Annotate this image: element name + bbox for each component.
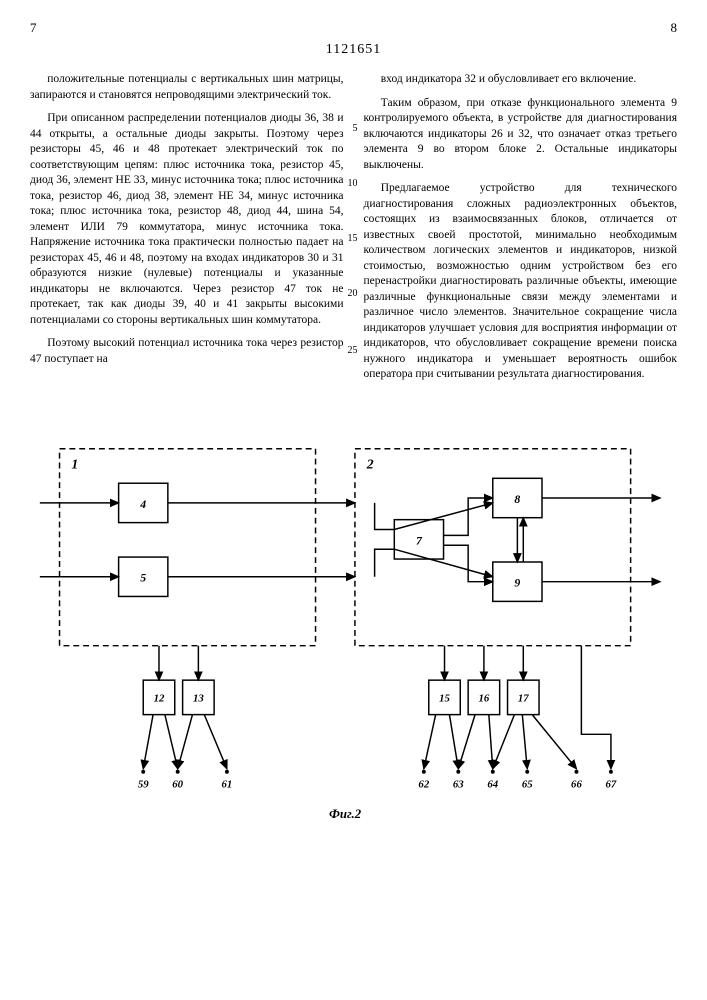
- left-p2: При описанном распределении потенциалов …: [30, 111, 344, 328]
- svg-text:16: 16: [478, 692, 489, 704]
- left-p1: положительные потенциалы с вертикальных …: [30, 72, 344, 103]
- header-row: 7 8: [30, 20, 677, 36]
- left-p3: Поэтому высокий потенциал источника тока…: [30, 336, 344, 367]
- right-column: вход индикатора 32 и обусловливает его в…: [364, 72, 678, 391]
- svg-text:1: 1: [71, 456, 78, 471]
- svg-text:63: 63: [453, 778, 464, 790]
- right-p1: вход индикатора 32 и обусловливает его в…: [364, 72, 678, 88]
- svg-text:61: 61: [222, 778, 233, 790]
- block-diagram: 12457891213151617596061626364656667Фиг.2: [30, 411, 670, 841]
- patent-number: 1121651: [30, 42, 677, 58]
- page: 7 8 1121651 положительные потенциалы с в…: [0, 0, 707, 861]
- svg-text:15: 15: [439, 692, 450, 704]
- svg-text:17: 17: [518, 692, 529, 704]
- right-p3: Предлагаемое устройство для технического…: [364, 181, 678, 383]
- svg-text:5: 5: [140, 570, 146, 584]
- svg-text:12: 12: [154, 692, 165, 704]
- svg-text:66: 66: [571, 778, 582, 790]
- svg-text:62: 62: [418, 778, 429, 790]
- line-number: 15: [348, 232, 358, 246]
- line-number: 25: [348, 344, 358, 358]
- line-number: 20: [348, 287, 358, 301]
- right-p2: Таким образом, при отказе функциональног…: [364, 96, 678, 174]
- svg-text:2: 2: [366, 456, 374, 471]
- svg-text:60: 60: [172, 778, 183, 790]
- page-number-left: 7: [30, 20, 37, 36]
- svg-text:8: 8: [514, 492, 520, 506]
- line-number: 10: [348, 177, 358, 191]
- line-number: 5: [353, 122, 358, 136]
- svg-text:59: 59: [138, 778, 149, 790]
- svg-text:13: 13: [193, 692, 204, 704]
- left-column: положительные потенциалы с вертикальных …: [30, 72, 344, 391]
- text-columns: положительные потенциалы с вертикальных …: [30, 72, 677, 391]
- svg-text:9: 9: [514, 575, 520, 589]
- page-number-right: 8: [671, 20, 678, 36]
- svg-text:4: 4: [139, 497, 146, 511]
- svg-text:67: 67: [606, 778, 617, 790]
- svg-text:64: 64: [487, 778, 498, 790]
- svg-text:Фиг.2: Фиг.2: [329, 807, 362, 821]
- svg-text:65: 65: [522, 778, 533, 790]
